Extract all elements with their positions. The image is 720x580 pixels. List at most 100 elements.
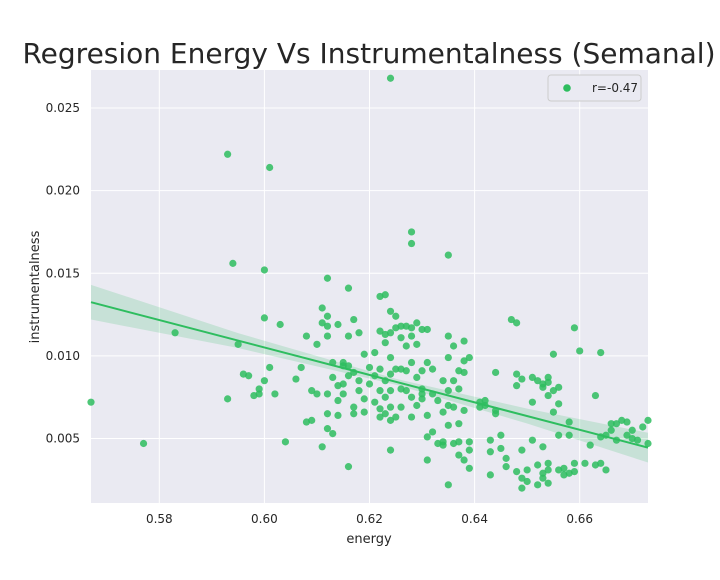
data-point — [513, 382, 521, 390]
data-point — [386, 307, 395, 315]
data-point — [376, 365, 384, 373]
data-point — [518, 446, 526, 454]
data-point — [418, 325, 426, 334]
data-points — [87, 74, 652, 492]
data-point — [570, 467, 579, 476]
data-point — [513, 319, 521, 327]
data-point — [407, 324, 416, 332]
data-point — [444, 387, 452, 395]
data-point — [276, 320, 284, 329]
data-point — [444, 421, 452, 429]
data-point — [386, 416, 395, 424]
data-point — [513, 467, 521, 476]
chart-title: Regresion Energy Vs Instrumentalness (Se… — [22, 37, 715, 70]
data-point — [555, 383, 563, 391]
data-point — [381, 339, 389, 347]
data-point — [334, 411, 342, 420]
data-point — [313, 340, 321, 348]
data-point — [539, 383, 547, 391]
data-point — [513, 370, 521, 378]
y-tick-label: 0.010 — [46, 349, 80, 363]
data-point — [386, 403, 395, 411]
legend-marker — [563, 84, 571, 92]
x-tick-label: 0.58 — [146, 512, 173, 526]
data-point — [323, 390, 332, 398]
data-point — [413, 373, 421, 381]
regression-line — [90, 301, 649, 449]
confidence-band — [91, 284, 648, 463]
data-point — [355, 377, 363, 385]
data-point — [570, 459, 579, 467]
data-point — [386, 329, 395, 337]
x-tick-label: 0.62 — [356, 512, 383, 526]
data-point — [581, 459, 589, 467]
data-point — [523, 477, 531, 486]
data-point — [486, 448, 494, 456]
legend-label: r=-0.47 — [592, 81, 638, 95]
data-point — [360, 408, 368, 416]
data-point — [371, 398, 379, 406]
data-point — [407, 413, 416, 421]
x-tick-label: 0.64 — [461, 512, 488, 526]
data-point — [381, 410, 389, 418]
data-point — [402, 387, 410, 395]
data-point — [544, 459, 552, 467]
data-point — [586, 441, 594, 449]
data-point — [171, 329, 179, 337]
data-point — [418, 367, 426, 375]
data-point — [339, 380, 347, 388]
data-point — [465, 446, 473, 454]
data-point — [602, 466, 610, 474]
data-point — [397, 403, 405, 411]
data-point — [381, 393, 389, 401]
data-point — [481, 396, 489, 405]
data-point — [376, 327, 384, 335]
data-point — [528, 373, 536, 381]
data-point — [350, 410, 358, 418]
data-point — [229, 259, 237, 267]
data-point — [565, 431, 573, 439]
data-point — [365, 363, 374, 372]
data-point — [444, 481, 452, 489]
data-point — [423, 456, 431, 464]
data-point — [376, 413, 384, 421]
data-point — [439, 441, 447, 449]
data-point — [534, 481, 542, 489]
data-point — [644, 439, 652, 448]
data-point — [544, 466, 552, 474]
data-point — [365, 380, 374, 388]
data-point — [623, 431, 631, 439]
data-point — [418, 395, 426, 403]
data-point — [428, 428, 437, 436]
data-point — [386, 446, 395, 454]
data-point — [502, 463, 510, 471]
data-point — [444, 332, 452, 340]
data-point — [449, 377, 458, 385]
data-point — [397, 322, 405, 330]
data-point — [560, 464, 568, 472]
data-point — [549, 387, 558, 395]
data-point — [549, 408, 558, 416]
data-point — [224, 150, 232, 158]
data-point — [318, 304, 326, 312]
data-point — [360, 350, 368, 358]
data-point — [386, 370, 395, 378]
data-point — [555, 431, 563, 439]
data-point — [234, 340, 242, 348]
data-point — [339, 390, 347, 398]
data-point — [497, 431, 505, 439]
data-point — [386, 353, 395, 362]
data-point — [486, 436, 494, 444]
data-point — [555, 400, 563, 408]
data-point — [492, 368, 500, 377]
data-point — [318, 319, 326, 327]
data-point — [271, 390, 279, 398]
data-point — [334, 396, 342, 405]
data-point — [597, 459, 605, 467]
data-point — [323, 322, 332, 330]
data-point — [502, 454, 510, 462]
data-point — [497, 444, 505, 453]
data-point — [323, 332, 332, 340]
data-point — [397, 334, 405, 342]
data-point — [465, 438, 473, 446]
